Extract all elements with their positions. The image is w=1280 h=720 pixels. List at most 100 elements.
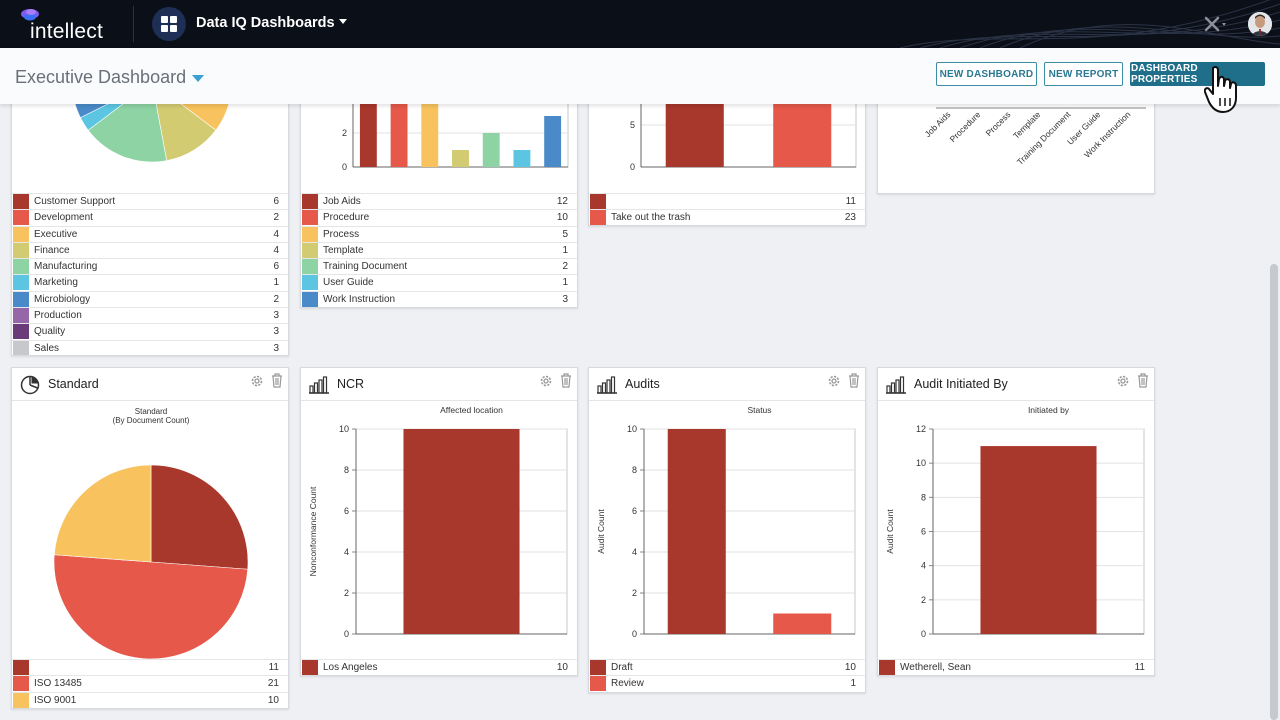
card-title: Audits — [625, 377, 660, 391]
bar — [667, 429, 726, 634]
bar — [773, 613, 832, 634]
legend-value: 6 — [273, 196, 279, 207]
y-tick-label: 0 — [921, 629, 926, 639]
audits-legend: Draft 10 Review 1 — [589, 659, 865, 692]
standard-legend: 11 ISO 13485 21 ISO 9001 10 — [12, 659, 288, 708]
bar — [980, 446, 1097, 634]
bar — [665, 97, 724, 167]
legend-label: Wetherell, Sean — [900, 662, 971, 673]
legend-label: Manufacturing — [34, 261, 98, 273]
legend-value: 1 — [273, 277, 279, 289]
legend-label: Take out the trash — [611, 212, 691, 224]
trash-icon[interactable] — [848, 373, 860, 388]
dashboard-title: Executive Dashboard — [15, 67, 187, 87]
audits-bar-chart: 0 2 4 6 8 10 Status Audit Count — [596, 405, 856, 639]
legend-label: Microbiology — [34, 293, 91, 305]
y-tick-label: 2 — [632, 588, 637, 598]
header-decoration — [899, 0, 1280, 48]
legend-value: 3 — [562, 293, 568, 305]
legend-row: Development 2 — [12, 209, 288, 226]
card-title: Standard — [48, 377, 99, 391]
chart-title: Initiated by — [1028, 405, 1070, 415]
legend-row: 11 — [12, 659, 288, 675]
legend-row: Marketing 1 — [12, 274, 288, 291]
legend-row: Template 1 — [301, 241, 577, 258]
audits-card: Audits 0 2 4 6 8 10 Status Audit Count Draft 10 R… — [588, 367, 866, 693]
legend-value: 2 — [562, 261, 568, 273]
card-header: Standard — [12, 368, 288, 401]
ncr-bar-chart: 0 2 4 6 8 10 Affected location Nonconformance C… — [308, 405, 568, 639]
bar — [390, 97, 408, 167]
trash-icon[interactable] — [560, 373, 572, 388]
legend-row: Los Angeles 10 — [301, 659, 577, 675]
legend-value: 2 — [273, 293, 279, 305]
gear-icon[interactable] — [250, 374, 264, 388]
app-title-text: Data IQ Dashboards — [196, 15, 335, 31]
legend-label: Executive — [34, 228, 78, 240]
y-axis-label: Audit Count — [885, 509, 895, 554]
tasks-bar-chart: 05 — [630, 97, 857, 172]
standard-slice — [53, 464, 152, 563]
x-tick-label: Job Aids — [923, 109, 953, 139]
grid-icon — [161, 16, 177, 32]
legend-row: Finance 4 — [12, 241, 288, 258]
legend-value: 10 — [844, 662, 856, 673]
intellect-logo[interactable]: intellect — [18, 6, 118, 44]
gear-icon[interactable] — [539, 374, 553, 388]
legend-label: Training Document — [323, 261, 408, 273]
y-tick-label: 10 — [916, 458, 926, 468]
legend-value: 23 — [844, 212, 856, 224]
department-slice — [87, 97, 168, 163]
legend-swatch — [13, 194, 29, 209]
trash-icon[interactable] — [271, 373, 283, 388]
y-tick-label: 6 — [632, 506, 637, 516]
trash-icon[interactable] — [1137, 373, 1149, 388]
legend-value: 4 — [273, 244, 279, 256]
legend-swatch — [13, 692, 29, 708]
audit-initiated-bar-chart: 0 2 4 6 8 10 12 Initiated by Audit Count — [885, 405, 1145, 639]
legend-value: 11 — [268, 662, 279, 673]
legend-value: 3 — [273, 342, 279, 354]
card-header: NCR — [301, 368, 577, 401]
tools-icon[interactable] — [1204, 16, 1230, 34]
legend-label: Finance — [34, 244, 70, 256]
legend-row: ISO 13485 21 — [12, 675, 288, 692]
standard-slice — [53, 554, 249, 659]
ncr-legend: Los Angeles 10 — [301, 659, 577, 675]
y-tick-label: 10 — [339, 424, 349, 434]
gear-icon[interactable] — [1116, 374, 1130, 388]
new-report-button[interactable]: NEW REPORT — [1044, 62, 1123, 86]
legend-swatch — [590, 194, 606, 209]
bar-chart-icon — [597, 376, 617, 394]
ncr-card: NCR 0 2 4 6 8 10 Affected location Nonconforman… — [300, 367, 578, 676]
y-axis-label: Nonconformance Count — [308, 486, 318, 576]
department-card: Customer Support 6 Development 2 Executive 4 F… — [11, 96, 289, 356]
dashboard-header: Executive Dashboard NEW DASHBOARD NEW RE… — [0, 48, 1280, 104]
standard-pie-chart: Standard(By Document Count) — [53, 407, 249, 659]
app-title-dropdown[interactable]: Data IQ Dashboards — [196, 15, 347, 31]
department-pie-chart — [73, 97, 231, 163]
document-type-legend: Job Aids 12 Procedure 10 Process 5 Template 1 Tr… — [301, 193, 577, 307]
legend-row: ISO 9001 10 — [12, 691, 288, 708]
legend-row: 11 — [589, 193, 865, 209]
dashboard-properties-button[interactable]: DASHBOARD PROPERTIES — [1130, 62, 1265, 86]
audit-initiated-legend: Wetherell, Sean 11 — [878, 659, 1154, 675]
legend-swatch — [302, 210, 318, 226]
legend-swatch — [879, 660, 895, 675]
chart-title: Standard — [135, 407, 167, 416]
legend-label: Procedure — [323, 212, 370, 224]
bar — [544, 116, 562, 167]
legend-label: Marketing — [34, 277, 78, 289]
app-switcher-button[interactable] — [152, 7, 186, 41]
user-avatar[interactable] — [1248, 12, 1272, 36]
page-scrollbar[interactable] — [1270, 264, 1278, 720]
bar-chart-icon — [886, 376, 906, 394]
legend-swatch — [302, 660, 318, 675]
logo-text: intellect — [30, 20, 104, 43]
y-tick-label: 0 — [630, 162, 635, 172]
gear-icon[interactable] — [827, 374, 841, 388]
new-dashboard-button[interactable]: NEW DASHBOARD — [936, 62, 1037, 86]
dashboard-selector[interactable]: Executive Dashboard — [15, 67, 205, 88]
legend-value: 11 — [845, 196, 856, 207]
